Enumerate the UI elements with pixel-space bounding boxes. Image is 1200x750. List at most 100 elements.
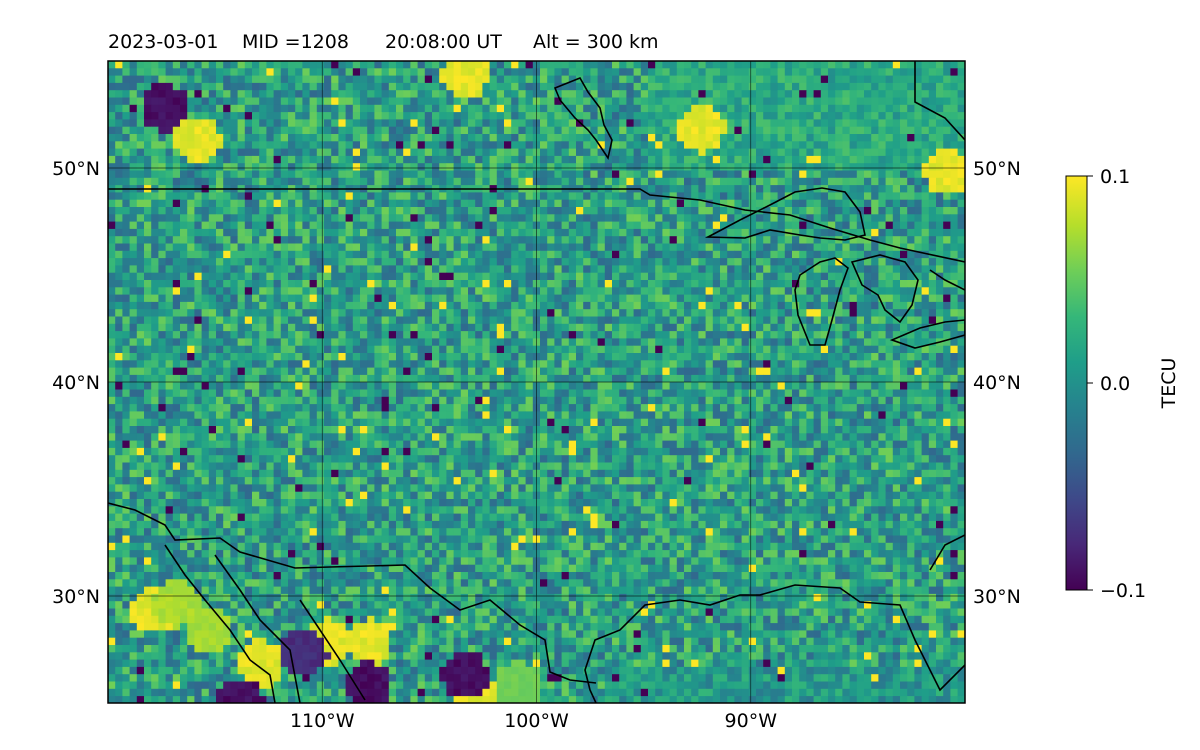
tec-cell — [223, 97, 231, 106]
tec-cell — [316, 360, 325, 368]
tec-cell — [604, 75, 613, 84]
tec-cell — [280, 68, 289, 76]
tec-cell — [568, 228, 577, 237]
tec-cell — [446, 272, 454, 281]
tec-cell — [208, 134, 217, 142]
tec-cell — [201, 177, 210, 186]
tec-cell — [439, 316, 447, 325]
tec-cell — [936, 97, 944, 106]
tec-cell — [194, 258, 202, 266]
tec-cell — [763, 163, 771, 171]
tec-cell — [885, 155, 894, 164]
tec-cell — [115, 214, 123, 222]
tec-cell — [309, 258, 318, 266]
tec-cell — [388, 331, 397, 339]
tec-cell — [280, 323, 289, 332]
tec-cell — [554, 323, 562, 332]
tec-cell — [374, 301, 382, 310]
tec-cell — [460, 192, 469, 201]
tec-cell — [921, 199, 930, 208]
tec-cell — [892, 287, 901, 295]
tec-cell — [475, 163, 483, 171]
tec-cell — [885, 185, 894, 193]
tec-cell — [223, 250, 231, 259]
tec-cell — [446, 353, 454, 361]
tec-cell — [705, 287, 714, 295]
tec-cell — [396, 207, 404, 215]
tec-cell — [208, 221, 217, 230]
tec-cell — [907, 199, 915, 208]
tec-cell — [748, 199, 757, 208]
tec-cell — [943, 148, 951, 157]
tec-cell — [626, 148, 634, 157]
tec-cell — [432, 272, 440, 281]
tec-cell — [280, 126, 289, 135]
tec-cell — [727, 141, 735, 149]
tec-cell — [720, 338, 728, 347]
tec-cell — [504, 236, 512, 244]
tec-cell — [885, 126, 894, 135]
tec-cell — [741, 148, 750, 157]
tec-cell — [496, 236, 505, 244]
tec-cell — [331, 250, 339, 259]
tec-cell — [158, 360, 166, 368]
tec-cell — [208, 316, 217, 325]
tec-cell — [302, 272, 310, 281]
tec-cell — [568, 331, 577, 339]
tec-cell — [144, 61, 152, 69]
tec-cell — [813, 61, 822, 69]
tec-cell — [403, 338, 411, 347]
tec-cell — [957, 68, 965, 76]
tec-cell — [417, 61, 426, 69]
tec-cell — [424, 68, 433, 76]
tec-cell — [446, 119, 454, 128]
tec-cell — [424, 309, 433, 317]
tec-cell — [784, 119, 793, 128]
tec-cell — [849, 228, 858, 237]
tec-cell — [741, 243, 750, 252]
tec-cell — [691, 221, 699, 230]
tec-cell — [201, 192, 210, 201]
tec-cell — [151, 360, 159, 368]
tec-cell — [475, 338, 483, 347]
tec-cell — [828, 221, 836, 230]
tec-cell — [525, 345, 534, 354]
tec-cell — [468, 294, 476, 303]
tec-cell — [662, 228, 670, 237]
tec-cell — [590, 309, 598, 317]
tec-cell — [648, 185, 656, 193]
tec-cell — [180, 207, 188, 215]
tec-cell — [633, 265, 642, 274]
tec-cell — [244, 177, 253, 186]
tec-cell — [777, 119, 786, 128]
tec-cell — [360, 323, 368, 332]
tec-cell — [864, 265, 872, 274]
tec-cell — [705, 82, 714, 91]
tec-cell — [698, 316, 706, 325]
tec-cell — [612, 316, 620, 325]
tec-cell — [914, 192, 922, 201]
tec-cell — [453, 119, 462, 128]
tec-cell — [360, 61, 368, 69]
tec-cell — [907, 126, 915, 135]
tec-cell — [892, 236, 901, 244]
tec-cell — [367, 104, 375, 113]
tec-cell — [180, 141, 188, 149]
tec-cell — [626, 82, 634, 91]
tec-cell — [792, 243, 800, 252]
tec-cell — [734, 353, 742, 361]
tec-cell — [871, 148, 879, 157]
tec-cell — [698, 323, 706, 332]
tec-cell — [590, 301, 598, 310]
tec-cell — [496, 170, 505, 179]
tec-cell — [655, 177, 663, 186]
tec-cell — [734, 331, 742, 339]
tec-cell — [360, 236, 368, 244]
tec-cell — [439, 331, 447, 339]
tec-cell — [417, 126, 426, 135]
tec-cell — [504, 134, 512, 142]
tec-cell — [619, 207, 627, 215]
tec-cell — [561, 207, 570, 215]
tec-cell — [820, 155, 829, 164]
tec-cell — [237, 104, 246, 113]
